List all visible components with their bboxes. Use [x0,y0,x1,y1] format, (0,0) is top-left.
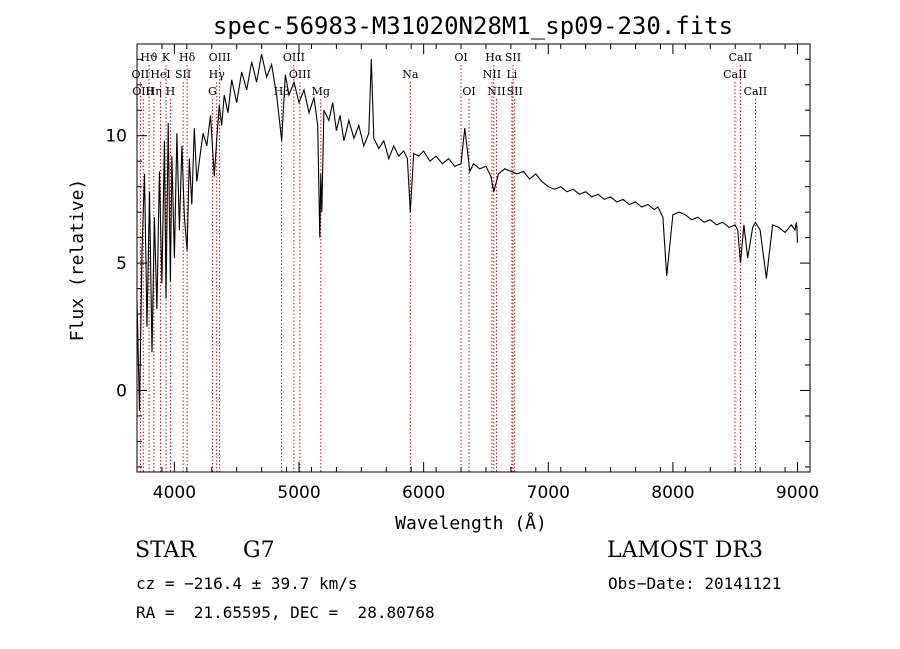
sky-coordinates: RA = 21.65595, DEC = 28.80768 [136,603,435,622]
object-class: STAR [135,538,196,563]
line-label-10: Hγ [209,68,226,81]
line-label-11: G [208,85,217,98]
line-label-0: Hϑ [140,51,158,64]
line-label-6: Hη [146,85,162,98]
spectrum-line [136,54,799,411]
line-label-23: Li [506,68,517,81]
line-label-16: Na [402,68,419,81]
line-label-20: NII [483,68,501,81]
line-label-9: OIII [209,51,231,64]
y-tick-label: 5 [116,254,127,274]
line-label-5: HeI [150,68,170,81]
x-axis-label: Wavelength (Å) [395,512,547,534]
x-tick-label: 4000 [153,483,196,503]
chart-title: spec-56983-M31020N28M1_sp09-230.fits [213,12,733,40]
line-label-1: OII [132,68,150,81]
line-label-24: SII [507,85,523,98]
line-label-17: OI [454,51,467,64]
x-tick-label: 7000 [527,483,570,503]
line-label-13: OIII [283,51,305,64]
x-tick-label: 9000 [776,483,819,503]
observation-date: Obs−Date: 20141121 [608,574,782,593]
line-label-12: Hβ [274,85,290,98]
x-tick-label: 5000 [277,483,320,503]
line-label-27: CaII [744,85,768,98]
line-label-26: CaII [723,68,747,81]
line-label-22: SII [505,51,521,64]
line-label-2: OIII [132,85,154,98]
line-label-19: Hα [485,51,503,64]
line-label-8: Hδ [179,51,196,64]
y-tick-label: 0 [116,381,127,401]
y-tick-label: 10 [105,127,127,147]
y-axis: 0 5 10 [105,58,810,468]
line-label-18: OI [462,85,475,98]
x-tick-label: 8000 [651,483,694,503]
line-label-7: SII [175,68,191,81]
x-axis: 4000 5000 6000 7000 8000 9000 [136,44,819,503]
line-label-21: NII [487,85,505,98]
x-tick-label: 6000 [402,483,445,503]
spectral-subclass: G7 [243,538,275,563]
survey-name: LAMOST DR3 [607,538,763,563]
line-label-25: CaII [729,51,753,64]
line-label-3: K [162,51,171,64]
plot-frame [136,43,811,473]
line-label-15: Mg [312,85,330,98]
y-axis-label: Flux (relative) [67,179,88,342]
line-label-4: H [166,85,176,98]
radial-velocity: cz = −216.4 ± 39.7 km/s [136,574,358,593]
line-label-14: OIII [289,68,311,81]
